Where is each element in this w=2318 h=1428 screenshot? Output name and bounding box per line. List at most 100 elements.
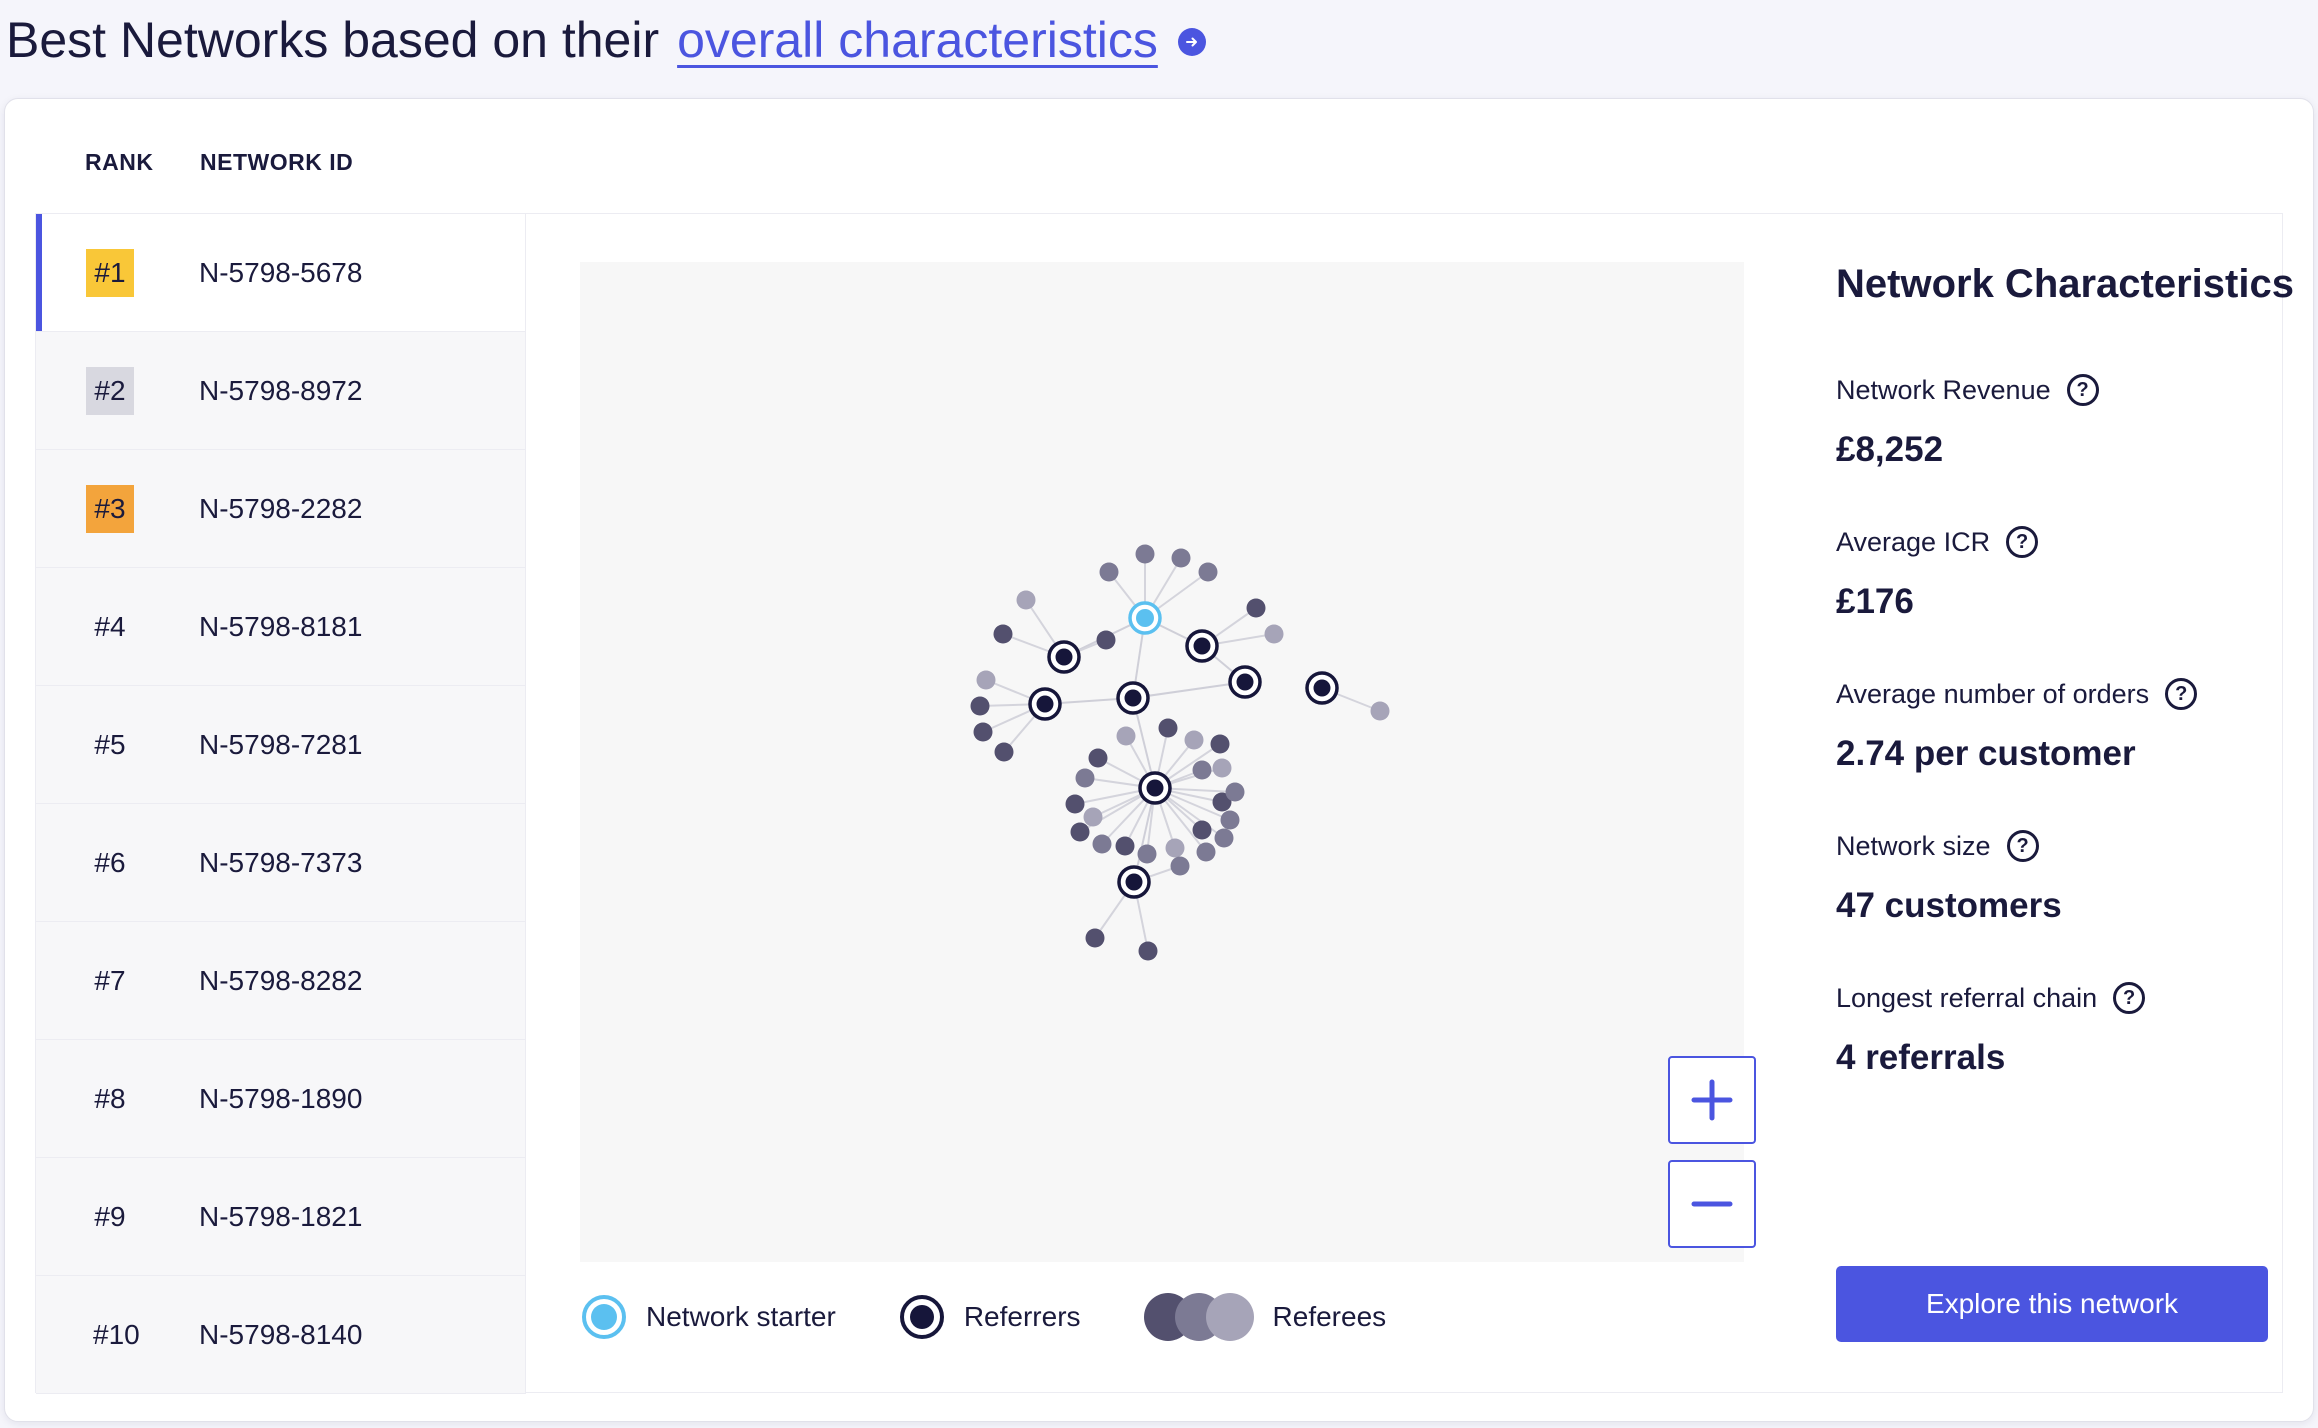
referee-node[interactable] <box>1096 630 1116 650</box>
metric-orders: Average number of orders ? 2.74 per cust… <box>1836 678 2198 774</box>
legend-referrers: Referrers <box>898 1293 1081 1341</box>
network-id-column-header: NETWORK ID <box>200 149 354 175</box>
referee-node[interactable] <box>993 624 1013 644</box>
rank-row[interactable]: #8 N-5798-1890 <box>36 1040 525 1158</box>
rank-badge: #4 <box>94 610 126 642</box>
referee-node[interactable] <box>1214 828 1234 848</box>
rank-badge: #7 <box>94 964 126 996</box>
referee-node[interactable] <box>1192 820 1212 840</box>
network-id: N-5798-8181 <box>199 610 363 642</box>
referee-node[interactable] <box>1220 810 1240 830</box>
network-panel: #1 N-5798-5678 #2 N-5798-8972 #3 N-5798-2282 #… <box>35 213 2294 1394</box>
referee-node[interactable] <box>1065 794 1085 814</box>
explore-network-button[interactable]: Explore this network <box>1836 1266 2268 1342</box>
referrer-node-core[interactable] <box>1313 679 1331 697</box>
metric-chain: Longest referral chain ? 4 referrals <box>1836 982 2146 1078</box>
referee-node[interactable] <box>1116 726 1136 746</box>
referee-node[interactable] <box>1099 562 1119 582</box>
referee-node[interactable] <box>1192 760 1212 780</box>
referrer-node-core[interactable] <box>1146 779 1164 797</box>
referee-node[interactable] <box>1198 562 1218 582</box>
referee-node[interactable] <box>970 696 990 716</box>
referee-node[interactable] <box>1165 838 1185 858</box>
referrer-node-core[interactable] <box>1236 673 1254 691</box>
graph-edge <box>1132 681 1246 699</box>
graph-legend: Network starter Referrers Referees <box>580 1290 1448 1344</box>
network-id: N-5798-8282 <box>199 964 363 996</box>
referee-node[interactable] <box>973 722 993 742</box>
referee-node[interactable] <box>1370 701 1390 721</box>
referee-node[interactable] <box>1196 842 1216 862</box>
rank-badge: #1 <box>86 248 134 297</box>
referee-node[interactable] <box>1225 782 1245 802</box>
rank-row[interactable]: #3 N-5798-2282 <box>36 450 525 568</box>
rank-badge: #3 <box>86 484 134 533</box>
referee-node[interactable] <box>1137 844 1157 864</box>
rank-row[interactable]: #1 N-5798-5678 <box>36 214 525 332</box>
referrer-node-core[interactable] <box>1055 648 1073 666</box>
referee-node[interactable] <box>1158 718 1178 738</box>
network-id: N-5798-7281 <box>199 728 363 760</box>
referrer-node-core[interactable] <box>1036 695 1054 713</box>
legend-starter: Network starter <box>580 1293 836 1341</box>
chain-value: 4 referrals <box>1836 1038 2006 1077</box>
referee-nodes-icon <box>1143 1292 1255 1342</box>
rank-row[interactable]: #2 N-5798-8972 <box>36 332 525 450</box>
referee-node[interactable] <box>1115 836 1135 856</box>
rank-row[interactable]: #4 N-5798-8181 <box>36 568 525 686</box>
rank-row[interactable]: #6 N-5798-7373 <box>36 804 525 922</box>
referee-node[interactable] <box>1184 730 1204 750</box>
rank-row[interactable]: #9 N-5798-1821 <box>36 1158 525 1276</box>
zoom-out-button[interactable] <box>1668 1160 1756 1248</box>
help-icon[interactable]: ? <box>2113 982 2146 1014</box>
overall-characteristics-link[interactable]: overall characteristics <box>677 12 1158 68</box>
network-graph-canvas[interactable] <box>580 262 1744 1262</box>
referee-node[interactable] <box>1088 748 1108 768</box>
revenue-label: Network Revenue <box>1836 374 2051 405</box>
network-id: N-5798-5678 <box>199 256 363 288</box>
referee-node[interactable] <box>1016 590 1036 610</box>
page-header: Best Networks based on their overall cha… <box>6 0 1206 80</box>
referee-node[interactable] <box>1083 807 1103 827</box>
referee-node[interactable] <box>1085 928 1105 948</box>
network-id: N-5798-1821 <box>199 1200 363 1232</box>
referee-node[interactable] <box>1170 856 1190 876</box>
referee-node[interactable] <box>1246 598 1266 618</box>
referee-node[interactable] <box>1070 822 1090 842</box>
rank-row[interactable]: #5 N-5798-7281 <box>36 686 525 804</box>
referee-node[interactable] <box>1138 941 1158 961</box>
network-id: N-5798-2282 <box>199 492 363 524</box>
referee-node[interactable] <box>1092 834 1112 854</box>
referee-node[interactable] <box>1075 768 1095 788</box>
rank-badge: #10 <box>93 1318 140 1350</box>
referee-node[interactable] <box>1212 758 1232 778</box>
metric-icr: Average ICR ? £176 <box>1836 526 2039 622</box>
help-icon[interactable]: ? <box>2066 374 2099 406</box>
referee-node[interactable] <box>994 742 1014 762</box>
referee-node[interactable] <box>976 670 996 690</box>
starter-node-core[interactable] <box>1136 609 1154 627</box>
rank-list: #1 N-5798-5678 #2 N-5798-8972 #3 N-5798-2282 #… <box>36 214 526 1394</box>
help-icon[interactable]: ? <box>2006 830 2039 862</box>
zoom-in-button[interactable] <box>1668 1056 1756 1144</box>
referrer-node-core[interactable] <box>1124 689 1142 707</box>
rank-row[interactable]: #10 N-5798-8140 <box>36 1276 525 1394</box>
referrer-node-core[interactable] <box>1125 873 1143 891</box>
help-icon[interactable]: ? <box>2006 526 2039 558</box>
rank-row[interactable]: #7 N-5798-8282 <box>36 922 525 1040</box>
help-icon[interactable]: ? <box>2165 678 2198 710</box>
referee-node[interactable] <box>1171 548 1191 568</box>
orders-label: Average number of orders <box>1836 678 2150 709</box>
network-graph[interactable] <box>580 262 1744 1262</box>
arrow-right-icon[interactable] <box>1177 28 1206 56</box>
rank-badge: #5 <box>94 728 126 760</box>
rank-badge: #8 <box>94 1082 126 1114</box>
referee-node[interactable] <box>1212 792 1232 812</box>
minus-icon <box>1691 1201 1733 1207</box>
referee-node[interactable] <box>1210 734 1230 754</box>
referrer-node-core[interactable] <box>1193 637 1211 655</box>
orders-value: 2.74 per customer <box>1836 734 2136 773</box>
referee-node[interactable] <box>1264 624 1284 644</box>
network-id: N-5798-7373 <box>199 846 363 878</box>
referee-node[interactable] <box>1135 544 1155 564</box>
